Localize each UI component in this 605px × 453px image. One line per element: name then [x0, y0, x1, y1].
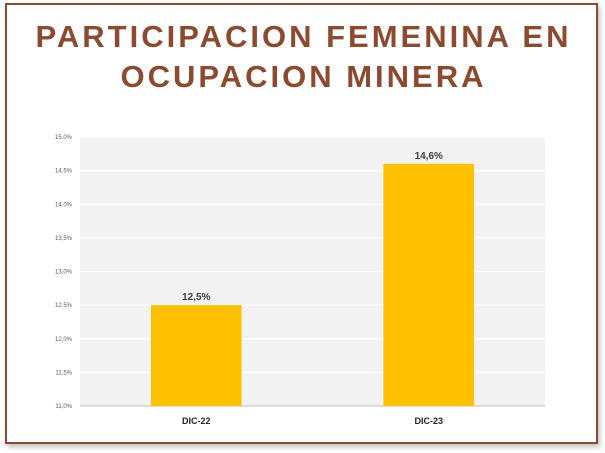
data-labels: 12,5% 14,6% [182, 151, 443, 303]
y-tick-label: 13,5% [55, 236, 73, 242]
y-axis-ticks: 11,0% 11,5% 12,0% 12,5% 13,0% 13,5% 14,0% 14,5%… [55, 135, 73, 410]
y-tick-label: 14,5% [55, 169, 73, 175]
y-tick-label: 12,0% [55, 337, 73, 343]
data-label: 12,5% [182, 292, 210, 303]
x-axis-labels: DIC-22 DIC-23 [182, 416, 443, 426]
y-tick-label: 15,0% [55, 135, 73, 141]
y-tick-label: 12,5% [55, 303, 73, 309]
bar-dic-22 [150, 305, 242, 406]
y-tick-label: 13,0% [55, 270, 73, 276]
category-label: DIC-23 [414, 416, 443, 426]
category-label: DIC-22 [182, 416, 211, 426]
y-tick-label: 14,0% [55, 202, 73, 208]
y-tick-label: 11,0% [55, 404, 72, 410]
title-line-1: PARTICIPACION FEMENINA EN [35, 19, 572, 54]
slide-title: PARTICIPACION FEMENINA EN OCUPACION MINE… [7, 17, 600, 97]
bars [150, 163, 475, 406]
data-label: 14,6% [415, 151, 443, 162]
title-line-2: OCUPACION MINERA [120, 59, 487, 94]
bar-dic-23 [383, 163, 475, 406]
y-tick-label: 11,5% [55, 370, 72, 376]
